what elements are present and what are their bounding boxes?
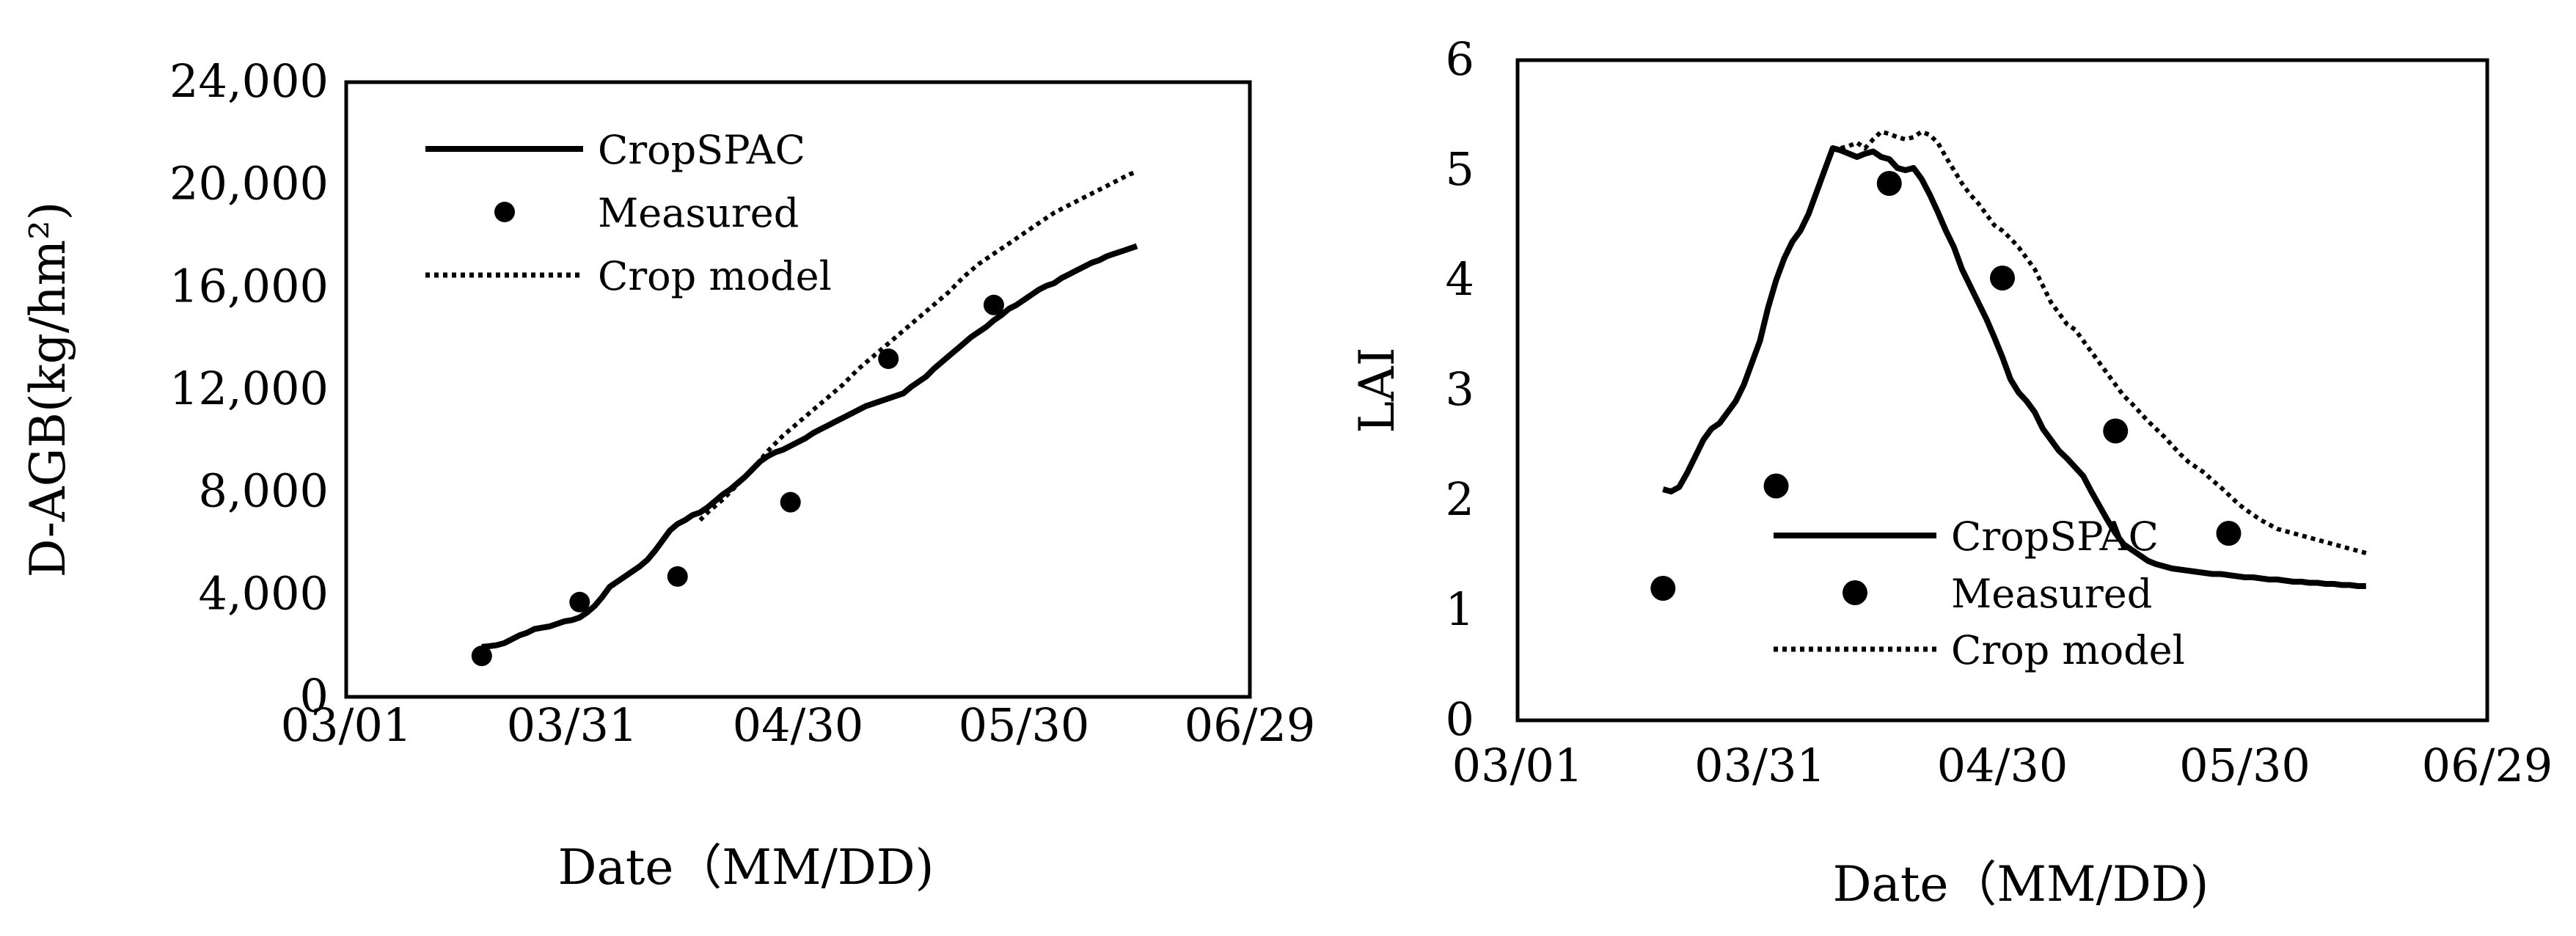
legend-marker-measured xyxy=(494,202,515,222)
x-axis-title: Date（MM/DD) xyxy=(1833,856,2209,913)
x-tick-label: 03/31 xyxy=(1694,739,1826,792)
legend-marker-measured xyxy=(1843,580,1867,605)
point-measured xyxy=(569,591,590,613)
point-measured xyxy=(1876,171,1902,196)
point-measured xyxy=(2216,521,2242,546)
point-measured xyxy=(780,491,801,513)
legend-label-cropspac: CropSPAC xyxy=(1951,513,2159,560)
y-tick-label: 4,000 xyxy=(199,566,329,620)
legend-label-measured: Measured xyxy=(1951,571,2152,617)
y-tick-label: 12,000 xyxy=(169,362,329,415)
legend-label-crop-model: Crop model xyxy=(1951,627,2185,673)
x-tick-label: 04/30 xyxy=(733,698,864,752)
y-tick-label: 2 xyxy=(1446,472,1474,526)
x-tick-label: 05/30 xyxy=(2179,739,2310,792)
x-tick-labels: 03/01 03/31 04/30 05/30 06/29 xyxy=(1452,739,2553,792)
y-tick-label: 16,000 xyxy=(169,259,329,312)
y-tick-label: 4 xyxy=(1446,252,1474,306)
point-measured xyxy=(983,294,1004,315)
y-axis-title: LAI xyxy=(1349,347,1405,434)
y-tick-label: 24,000 xyxy=(169,54,329,108)
y-tick-label: 3 xyxy=(1446,362,1474,416)
point-measured xyxy=(471,646,492,667)
x-tick-label: 03/01 xyxy=(1452,739,1584,792)
x-tick-labels: 03/01 03/31 04/30 05/30 06/29 xyxy=(281,698,1316,752)
series-line-cropspac xyxy=(481,243,1138,650)
point-measured xyxy=(667,566,688,587)
chart-lai: 0 1 2 3 4 5 6 03/01 03/31 04/30 05/30 06/29 LAI Da… xyxy=(1349,32,2553,913)
legend-label-crop-model: Crop model xyxy=(598,253,832,299)
x-tick-label: 03/01 xyxy=(281,698,412,752)
x-tick-label: 06/29 xyxy=(2422,739,2553,792)
y-tick-label: 0 xyxy=(300,669,329,723)
y-tick-label: 1 xyxy=(1446,582,1474,636)
point-measured xyxy=(1763,473,1789,499)
x-tick-label: 05/30 xyxy=(959,698,1090,752)
y-tick-labels: 0 4,000 8,000 12,000 16,000 20,000 24,000 xyxy=(169,54,329,723)
point-measured xyxy=(2103,418,2129,444)
series-line-cropspac xyxy=(1662,145,2366,589)
y-tick-label: 20,000 xyxy=(169,157,329,211)
legend-label-cropspac: CropSPAC xyxy=(598,127,805,173)
y-tick-label: 6 xyxy=(1446,32,1474,86)
point-measured xyxy=(1990,266,2015,290)
legend: CropSPAC Measured Crop model xyxy=(425,127,832,299)
chart-dagb: 0 4,000 8,000 12,000 16,000 20,000 24,000 03/0… xyxy=(20,54,1315,896)
point-measured xyxy=(878,348,899,370)
y-tick-labels: 0 1 2 3 4 5 6 xyxy=(1446,32,1474,746)
legend: CropSPAC Measured Crop model xyxy=(1774,513,2185,673)
y-tick-label: 0 xyxy=(1446,692,1474,746)
x-tick-label: 03/31 xyxy=(507,698,638,752)
y-tick-label: 5 xyxy=(1446,142,1474,196)
point-measured xyxy=(1650,576,1676,601)
x-tick-label: 04/30 xyxy=(1937,739,2068,792)
y-axis-title: D-AGB(kg/hm²) xyxy=(20,202,76,578)
x-axis-title: Date（MM/DD) xyxy=(558,839,934,896)
x-tick-label: 06/29 xyxy=(1185,698,1316,752)
plot-area-frame xyxy=(344,80,1252,699)
plot-area-frame xyxy=(1515,58,2489,723)
legend-label-measured: Measured xyxy=(598,190,799,236)
y-tick-label: 8,000 xyxy=(199,464,329,518)
series-line-crop-model xyxy=(698,169,1138,522)
series-line-crop-model xyxy=(1840,129,2367,555)
